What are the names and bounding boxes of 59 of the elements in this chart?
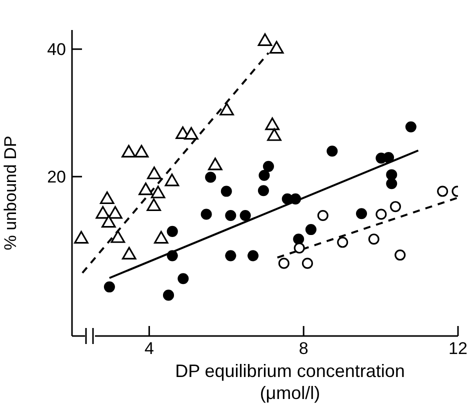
point (240, 210, 251, 222)
point (269, 40, 284, 54)
point (290, 193, 302, 204)
point (265, 117, 280, 130)
point (100, 191, 114, 204)
point (146, 198, 161, 212)
x-tick-label: 4 (144, 339, 154, 358)
point (293, 234, 304, 245)
point (164, 174, 180, 186)
point (305, 224, 316, 236)
point (205, 172, 216, 183)
point (437, 186, 448, 197)
point (104, 281, 115, 292)
point (184, 127, 198, 140)
point (225, 210, 236, 222)
point (278, 258, 290, 269)
point (368, 234, 380, 245)
point (258, 185, 269, 196)
point (220, 186, 232, 197)
point (208, 158, 222, 170)
point (166, 250, 178, 262)
point (302, 258, 313, 269)
x-tick-label: 12 (448, 339, 468, 358)
point (386, 178, 398, 190)
point (317, 210, 328, 222)
point (386, 169, 398, 180)
x-tick-label: 8 (298, 339, 308, 358)
point (248, 250, 259, 262)
y-tick-label: 40 (47, 40, 66, 60)
point (267, 128, 282, 141)
point (96, 206, 110, 219)
point (262, 160, 274, 172)
point (122, 144, 136, 158)
point (166, 226, 178, 237)
point (178, 273, 189, 284)
point (138, 182, 153, 196)
point (258, 33, 272, 46)
point (383, 152, 394, 164)
point (258, 170, 270, 181)
point (356, 208, 368, 220)
point (326, 146, 338, 157)
y-axis-title: % unbound DP (1, 136, 20, 250)
point (108, 206, 122, 219)
point (134, 144, 149, 158)
point (162, 290, 174, 301)
point (147, 166, 162, 180)
point (337, 236, 348, 248)
point (102, 215, 116, 228)
point (390, 201, 401, 212)
y-tick-label: 20 (47, 168, 66, 187)
point (150, 186, 166, 198)
point (376, 208, 387, 220)
point (394, 250, 406, 261)
point (405, 121, 416, 132)
point (200, 208, 212, 220)
point (225, 250, 236, 262)
point (220, 102, 234, 116)
x-axis-title: DP equilibrium concentration (μmol/l) (174, 360, 406, 404)
point (294, 242, 305, 254)
